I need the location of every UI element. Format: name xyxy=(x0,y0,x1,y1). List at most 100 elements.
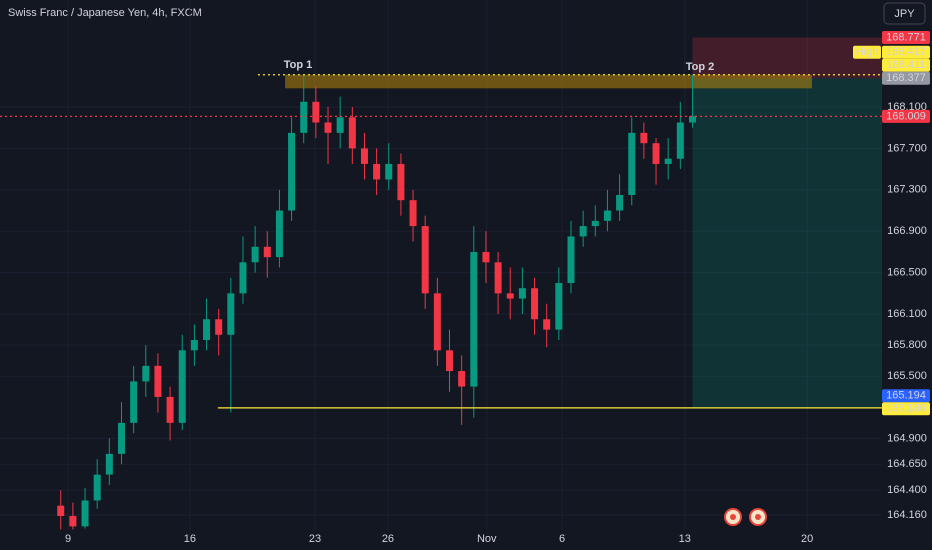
price-label: 168.411 xyxy=(887,59,926,71)
candle-body xyxy=(336,117,344,133)
candle-body xyxy=(676,122,684,159)
chart-title: Swiss Franc / Japanese Yen, 4h, FXCM xyxy=(8,7,202,19)
x-tick-label: 13 xyxy=(679,533,691,545)
candle-body xyxy=(567,236,575,284)
resistance-zone xyxy=(285,74,812,89)
candle-body xyxy=(57,505,65,517)
candle-body xyxy=(579,226,587,237)
candle-body xyxy=(239,262,247,294)
price-label-box xyxy=(882,402,930,416)
candle-body xyxy=(397,163,405,201)
x-tick-label: 23 xyxy=(309,533,321,545)
candle-body xyxy=(433,293,441,351)
x-tick-label: 20 xyxy=(801,533,813,545)
y-tick-label: 165.500 xyxy=(887,370,927,382)
candle-body xyxy=(494,262,502,294)
annotation: Top 1 xyxy=(284,59,313,71)
price-label: 165.194 xyxy=(886,390,926,402)
y-tick-label: 165.800 xyxy=(887,339,927,351)
price-label-name: High xyxy=(856,46,879,58)
price-label-box xyxy=(882,389,930,403)
y-tick-label: 164.650 xyxy=(887,458,927,470)
y-tick-label: 168.100 xyxy=(887,101,927,113)
candle-body xyxy=(652,143,660,164)
x-tick-label: 9 xyxy=(65,533,71,545)
price-label: 168.771 xyxy=(886,31,926,43)
candle-body xyxy=(482,251,490,263)
price-label-box xyxy=(882,30,930,44)
candle-body xyxy=(324,122,332,133)
candle-body xyxy=(275,210,283,258)
candle-body xyxy=(166,396,174,423)
y-tick-label: 167.700 xyxy=(887,142,927,154)
candle-body xyxy=(616,194,624,211)
y-tick-label: 167.300 xyxy=(887,184,927,196)
event-icon-dot xyxy=(755,514,761,520)
candle-body xyxy=(190,339,198,351)
candle-body xyxy=(215,319,223,335)
price-label-box xyxy=(882,71,930,85)
candle-body xyxy=(300,101,308,133)
candle-body xyxy=(117,422,125,454)
candle-body xyxy=(373,163,381,180)
candle-body xyxy=(628,132,636,195)
candle-body xyxy=(263,246,271,258)
candle-body xyxy=(555,283,563,330)
candle-body xyxy=(93,474,101,501)
x-tick-label: 26 xyxy=(382,533,394,545)
y-tick-label: 164.160 xyxy=(887,509,927,521)
event-icon-dot xyxy=(730,514,736,520)
price-label: 168.377 xyxy=(886,72,926,84)
candle-body xyxy=(591,220,599,227)
price-label-box xyxy=(882,109,930,123)
candle-body xyxy=(531,288,539,320)
candle-body xyxy=(409,200,417,227)
price-label: 168.009 xyxy=(886,110,926,122)
candle-body xyxy=(470,251,478,387)
price-label-box xyxy=(882,58,930,72)
candle-body xyxy=(458,371,466,387)
event-icons[interactable] xyxy=(724,508,767,526)
price-label: 165.186 xyxy=(886,403,926,415)
currency-label[interactable]: JPY xyxy=(894,8,915,20)
candle-body xyxy=(154,365,162,397)
price-label-name-box xyxy=(853,45,881,59)
x-tick-label: Nov xyxy=(477,533,497,545)
y-tick-label: 166.100 xyxy=(887,308,927,320)
x-tick-label: 6 xyxy=(559,533,565,545)
candle-body xyxy=(203,319,211,340)
candle-body xyxy=(543,319,551,330)
y-tick-label: 164.900 xyxy=(887,432,927,444)
x-tick-label: 16 xyxy=(184,533,196,545)
currency-button[interactable] xyxy=(883,2,926,25)
candle-body xyxy=(288,132,296,211)
candle-body xyxy=(312,101,320,123)
candle-body xyxy=(385,163,393,180)
candle-body xyxy=(130,381,138,423)
candle-body xyxy=(251,246,259,263)
annotation: Top 2 xyxy=(686,61,715,73)
y-tick-label: 164.400 xyxy=(887,484,927,496)
candle-body xyxy=(348,117,356,149)
candle-body xyxy=(81,500,89,527)
price-label-box xyxy=(882,45,930,59)
price-label: 168.417 xyxy=(886,46,926,58)
candle-body xyxy=(178,350,186,423)
candle-body xyxy=(421,226,429,294)
y-tick-label: 166.500 xyxy=(887,267,927,279)
candle-body xyxy=(664,158,672,164)
candle-body xyxy=(360,148,368,164)
candle-body xyxy=(227,293,235,335)
candle-body xyxy=(603,210,611,221)
y-tick-label: 166.900 xyxy=(887,225,927,237)
candle-body xyxy=(105,453,113,475)
candle-body xyxy=(688,116,696,123)
candle-body xyxy=(142,365,150,382)
stop-zone xyxy=(692,37,882,79)
candle-body xyxy=(518,288,526,299)
target-zone xyxy=(692,78,882,408)
candle-body xyxy=(506,293,514,299)
